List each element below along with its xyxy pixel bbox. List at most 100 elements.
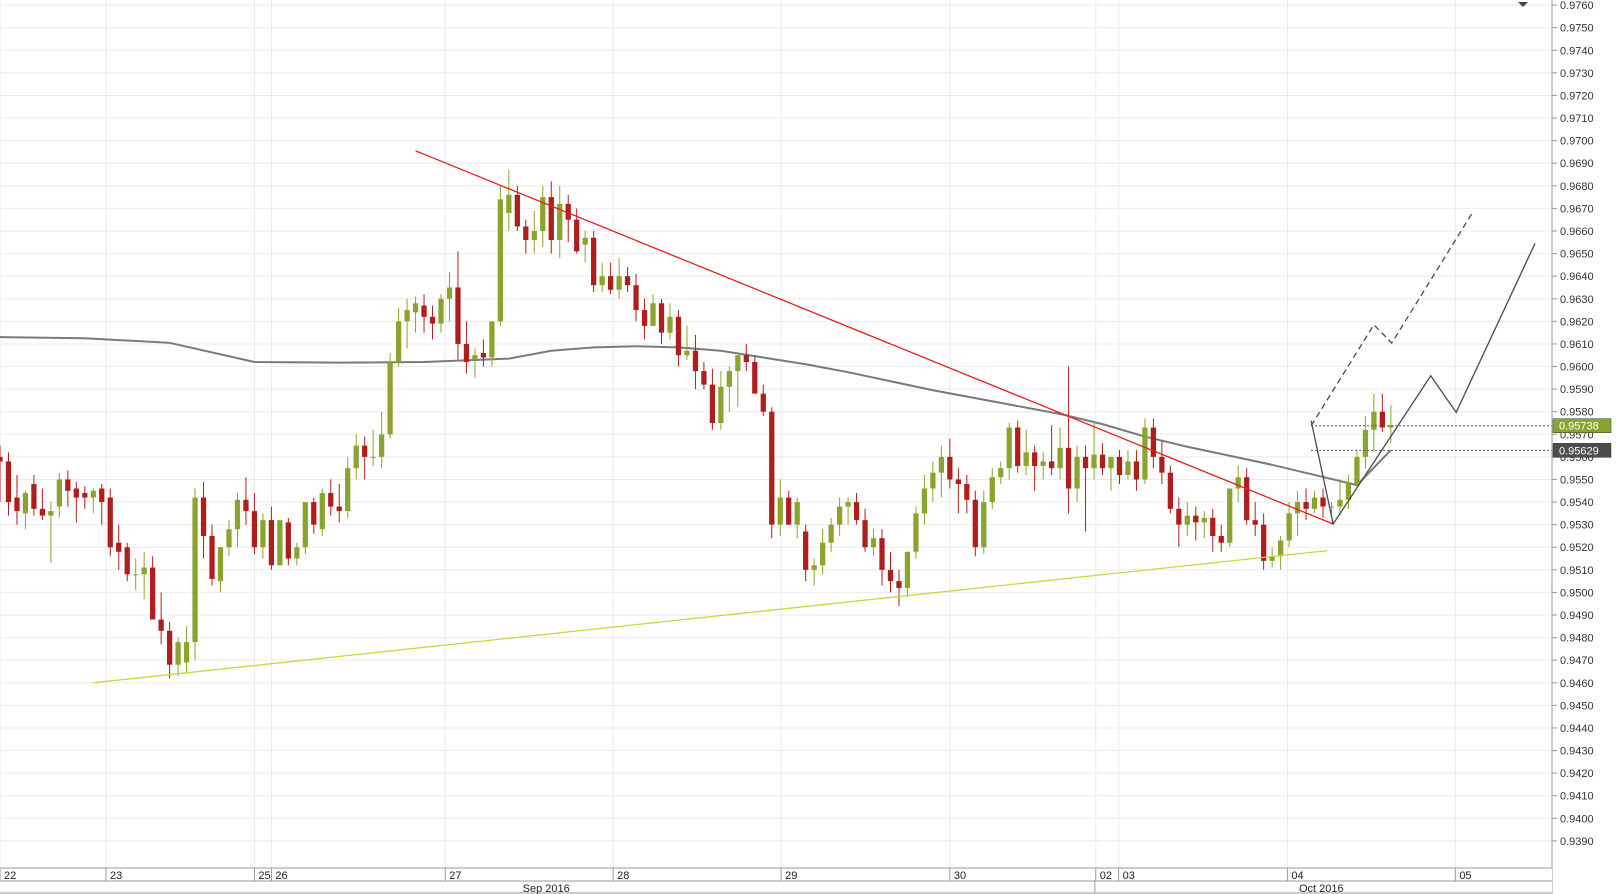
candle-body [150,567,156,620]
candle-body [192,497,198,643]
candle-body [726,371,732,387]
candle-bearish [955,468,961,514]
candle-bullish [1345,474,1352,509]
candle-body [31,483,37,509]
candle-bearish [1150,418,1157,469]
candle-body [1150,427,1157,457]
candle-bullish [175,637,181,676]
candle-body [921,488,928,514]
candle-body [395,321,402,363]
y-tick-label: 0.9480 [1560,633,1594,645]
candle-bearish [752,355,758,394]
chevron-down-icon[interactable] [1518,2,1528,7]
candle-bearish [158,592,164,645]
candle-bullish [667,303,673,340]
candle-body [514,194,520,227]
candle-bullish [726,366,732,412]
candle-bullish [989,468,995,509]
candle-bearish [65,470,71,507]
candle-bullish [1286,502,1292,548]
candle-body [1218,535,1224,543]
candle-body [591,237,597,286]
candle-bullish [913,506,919,559]
y-tick-label: 0.9620 [1560,316,1594,328]
candle-body [1193,515,1199,523]
candle-bullish [260,513,266,559]
candle-bearish [709,368,716,430]
y-tick-label: 0.9700 [1560,136,1594,148]
candle-bearish [862,508,868,552]
candle-bearish [1099,443,1106,475]
candle-bearish [268,506,275,570]
candle-bearish [421,294,427,333]
candle-body [947,456,953,480]
candle-bearish [1065,366,1072,514]
candle-bullish [1074,445,1080,503]
candle-bullish [1227,488,1233,548]
y-tick-label: 0.9680 [1560,181,1594,193]
y-tick-label: 0.9510 [1560,565,1594,577]
candle-body [1269,556,1275,561]
x-tick-label: 28 [617,870,629,882]
x-month-label: Oct 2016 [1299,883,1344,894]
price-tag: 0.95738 [1552,418,1612,433]
candle-bullish [277,520,283,566]
candle-bullish [540,185,546,247]
candle-bullish [294,542,300,566]
candle-body [480,352,487,358]
candle-bearish [1133,450,1140,491]
trendline-resistance [415,150,1334,525]
candle-bullish [319,488,325,536]
x-tick-label: 29 [785,870,797,882]
candle-bearish [463,321,470,374]
candle-body [5,461,12,503]
candle-body [404,310,410,322]
candle-body [718,386,724,423]
candle-body [251,511,258,548]
candle-bearish [116,524,122,570]
grid [0,0,1552,868]
x-tick-label: 23 [110,870,122,882]
candle-bullish [438,294,444,333]
candle-bullish [412,296,419,333]
candle-body [887,569,894,582]
candle-body [209,535,215,579]
candle-bullish [1277,535,1284,570]
candle-body [1065,447,1072,489]
price-tags: 0.95738 0.95629 [1552,418,1612,458]
candle-body [972,499,978,548]
y-tick-label: 0.9610 [1560,339,1594,351]
candle-bullish [794,497,800,539]
candle-body [56,479,62,507]
reference-lines [1311,425,1552,451]
candle-body [633,285,639,311]
candle-body [158,619,164,631]
candle-body [141,567,147,575]
candle-bearish [200,481,207,559]
x-tick-label: 05 [1459,870,1471,882]
candle-bullish [1040,452,1046,480]
y-tick-label: 0.9650 [1560,249,1594,261]
candle-body [845,502,851,507]
candle-bullish [930,461,936,503]
candle-body [1116,456,1123,475]
candle-body [1227,488,1233,543]
candle-bullish [133,558,139,591]
x-tick-label: 22 [4,870,16,882]
candle-bearish [1320,488,1326,518]
candle-body [65,479,71,491]
candle-body [896,581,902,588]
candle-bearish [887,551,894,593]
x-tick-label: 04 [1291,870,1303,882]
candle-body [574,219,580,252]
candle-bullish [820,529,826,575]
candle-bullish [404,298,410,349]
candle-body [48,511,54,516]
candle-body [828,524,834,543]
candle-body [582,237,588,245]
candle-body [1048,461,1055,469]
y-tick-label: 0.9580 [1560,407,1594,419]
candle-body [82,493,88,498]
candle-body [870,538,877,548]
candle-bullish [90,488,96,514]
